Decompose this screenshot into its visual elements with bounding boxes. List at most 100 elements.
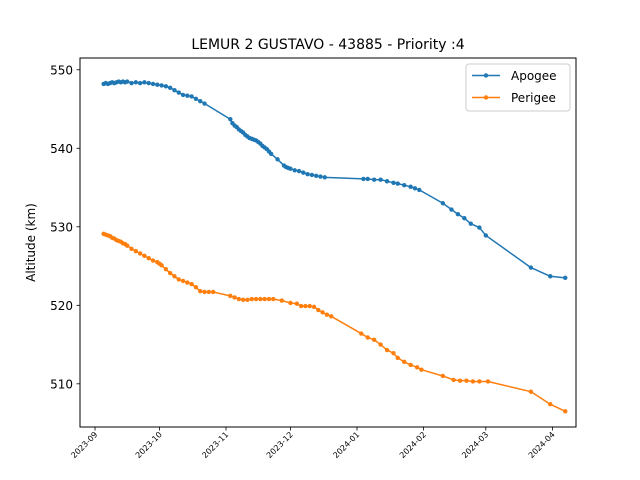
apogee-point	[305, 171, 310, 177]
perigee-point	[210, 289, 216, 295]
perigee-point	[258, 296, 263, 302]
legend: Apogee Perigee	[465, 63, 571, 112]
legend-perigee-marker	[483, 95, 489, 100]
perigee-point	[150, 258, 156, 263]
plot-area	[79, 57, 577, 428]
perigee-point	[180, 278, 186, 284]
apogee-point	[462, 215, 467, 221]
perigee-point	[402, 359, 407, 365]
perigee-point	[391, 351, 396, 356]
perigee-point	[563, 409, 568, 414]
perigee-point	[329, 314, 334, 319]
apogee-point	[455, 212, 461, 217]
perigee-point	[378, 342, 383, 347]
perigee-point	[129, 246, 134, 251]
perigee-point	[163, 266, 169, 272]
y-axis: 510 520 530 540 550	[50, 63, 80, 391]
perigee-point	[408, 362, 413, 368]
apogee-point	[275, 157, 280, 162]
apogee-point	[563, 275, 568, 281]
perigee-point	[125, 243, 130, 248]
perigee-point	[311, 304, 317, 310]
apogee-point	[137, 80, 143, 86]
perigee-point	[159, 263, 164, 268]
perigee-point	[384, 347, 390, 353]
perigee-point	[185, 280, 190, 285]
apogee-point	[198, 98, 203, 104]
apogee-point	[412, 186, 418, 191]
apogee-point	[176, 90, 181, 95]
perigee-point	[271, 296, 276, 302]
series-layer	[101, 79, 568, 414]
apogee-point	[408, 184, 413, 189]
perigee-point	[228, 293, 233, 299]
apogee-point	[193, 96, 199, 102]
apogee-point	[322, 175, 327, 180]
perigee-point	[470, 379, 476, 384]
perigee-point	[395, 355, 400, 361]
y-tick-label: 530	[50, 220, 73, 234]
perigee-point	[307, 303, 312, 309]
series-apogee	[101, 79, 568, 281]
perigee-point	[198, 288, 203, 294]
perigee-point	[206, 289, 212, 295]
perigee-point	[172, 274, 177, 279]
y-tick-label: 510	[50, 377, 73, 391]
apogee-point	[125, 79, 130, 84]
perigee-point	[236, 296, 242, 302]
perigee-point	[189, 281, 194, 287]
perigee-point	[320, 310, 325, 315]
apogee-point	[384, 179, 390, 184]
perigee-point	[359, 331, 364, 336]
apogee-point	[185, 93, 190, 98]
perigee-point	[245, 297, 250, 303]
apogee-point	[150, 81, 156, 87]
apogee-point	[378, 177, 383, 182]
apogee-point	[163, 84, 169, 89]
perigee-point	[279, 298, 285, 303]
perigee-point	[464, 378, 469, 383]
y-axis-label: Altitude (km)	[24, 203, 38, 282]
apogee-point	[528, 265, 534, 270]
perigee-point	[288, 300, 293, 306]
y-tick-label: 520	[50, 299, 73, 313]
apogee-point	[180, 92, 186, 98]
apogee-point	[548, 274, 553, 279]
apogee-point	[402, 182, 407, 188]
apogee-point	[155, 82, 160, 87]
apogee-point	[142, 80, 147, 85]
apogee-point	[309, 172, 315, 178]
chart-title: LEMUR 2 GUSTAVO - 43885 - Priority :4	[191, 37, 464, 53]
apogee-point	[365, 176, 370, 182]
apogee-point	[167, 85, 173, 91]
perigee-point	[240, 297, 246, 303]
apogee-point	[417, 187, 422, 193]
perigee-point	[365, 335, 370, 340]
apogee-point	[133, 80, 139, 85]
perigee-point	[451, 377, 456, 383]
apogee-point	[268, 151, 274, 156]
apogee-point	[172, 87, 177, 93]
apogee-point	[477, 225, 482, 230]
perigee-point	[298, 303, 304, 309]
perigee-point	[232, 295, 237, 300]
apogee-point	[292, 168, 297, 173]
perigee-point	[193, 285, 199, 290]
apogee-point	[189, 94, 194, 99]
perigee-point	[142, 253, 147, 259]
axes-frame	[79, 57, 577, 428]
perigee-point	[262, 296, 267, 302]
perigee-point	[133, 248, 139, 254]
apogee-point	[159, 83, 164, 88]
perigee-point	[485, 379, 491, 384]
legend-perigee-label: Perigee	[511, 91, 556, 105]
apogee-point	[395, 181, 400, 186]
apogee-point	[483, 233, 489, 238]
perigee-point	[249, 296, 254, 302]
perigee-point	[253, 296, 259, 302]
apogee-point	[146, 80, 151, 86]
perigee-point	[202, 289, 207, 295]
apogee-point	[318, 174, 323, 179]
apogee-point	[449, 207, 454, 212]
